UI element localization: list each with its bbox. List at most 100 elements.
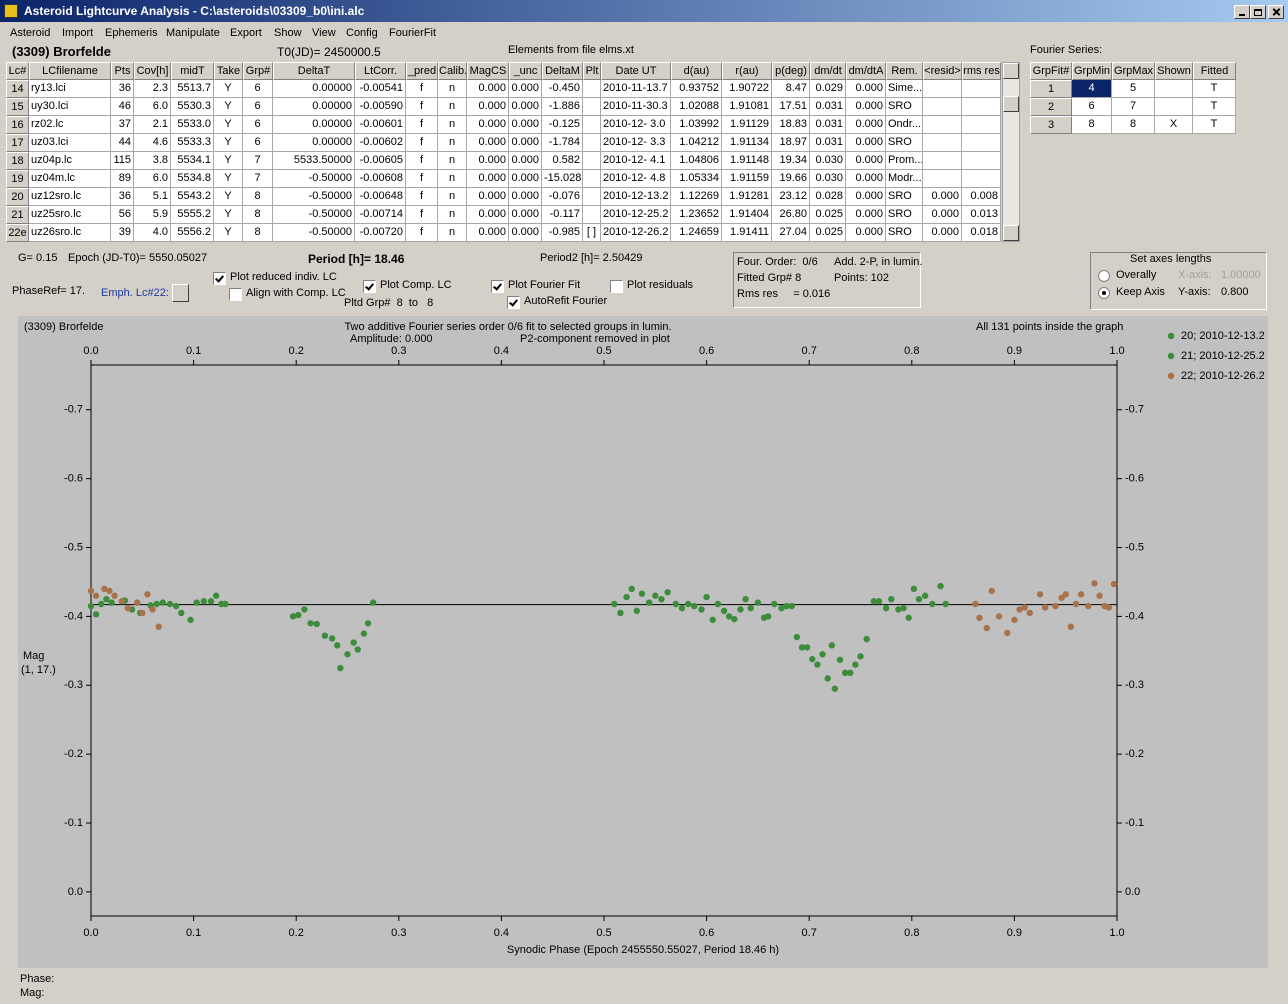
table-cell[interactable]: 2.3: [134, 80, 171, 98]
table-cell[interactable]: 0.000: [467, 152, 509, 170]
table-cell[interactable]: 0.000: [467, 134, 509, 152]
table-cell[interactable]: 4.0: [134, 224, 171, 242]
table-cell[interactable]: 0.00000: [273, 134, 355, 152]
table-cell[interactable]: 7: [243, 152, 273, 170]
table-cell[interactable]: Modr...: [886, 170, 923, 188]
checkbox-label[interactable]: Plot residuals: [627, 279, 694, 291]
column-header[interactable]: dm/dtA: [846, 62, 886, 80]
row-header[interactable]: 16: [6, 116, 29, 134]
row-header[interactable]: 21: [6, 206, 29, 224]
table-cell[interactable]: 1.91159: [722, 170, 772, 188]
lc-scrollbar[interactable]: [1002, 62, 1020, 242]
table-cell[interactable]: 1.91148: [722, 152, 772, 170]
table-cell[interactable]: X: [1155, 116, 1193, 134]
table-cell[interactable]: 56: [111, 206, 134, 224]
checkbox-label[interactable]: Plot reduced indiv. LC: [230, 271, 337, 283]
table-cell[interactable]: [923, 134, 962, 152]
table-cell[interactable]: T: [1193, 80, 1236, 98]
table-cell[interactable]: f: [406, 170, 438, 188]
table-cell[interactable]: 0.000: [923, 224, 962, 242]
table-cell[interactable]: Y: [214, 170, 243, 188]
table-cell[interactable]: 0.000: [509, 116, 542, 134]
table-cell[interactable]: 0.028: [810, 188, 846, 206]
table-cell[interactable]: 6: [1072, 98, 1112, 116]
row-header[interactable]: 17: [6, 134, 29, 152]
table-cell[interactable]: n: [438, 188, 467, 206]
table-cell[interactable]: 0.029: [810, 80, 846, 98]
table-cell[interactable]: 0.000: [509, 98, 542, 116]
table-cell[interactable]: 0.000: [467, 224, 509, 242]
table-cell[interactable]: 19.34: [772, 152, 810, 170]
table-cell[interactable]: [923, 98, 962, 116]
table-cell[interactable]: -1.784: [542, 134, 583, 152]
table-cell[interactable]: 0.000: [846, 224, 886, 242]
table-cell[interactable]: 1.91081: [722, 98, 772, 116]
table-cell[interactable]: [962, 134, 1001, 152]
table-cell[interactable]: 37: [111, 116, 134, 134]
table-cell[interactable]: uz25sro.lc: [29, 206, 111, 224]
table-cell[interactable]: 5556.2: [171, 224, 214, 242]
table-cell[interactable]: 0.000: [467, 98, 509, 116]
table-cell[interactable]: Y: [214, 206, 243, 224]
table-cell[interactable]: 3.8: [134, 152, 171, 170]
table-cell[interactable]: [923, 170, 962, 188]
menu-item[interactable]: View: [312, 27, 336, 39]
table-cell[interactable]: 0.031: [810, 134, 846, 152]
table-cell[interactable]: 2010-12-13.2: [601, 188, 671, 206]
table-cell[interactable]: 5534.8: [171, 170, 214, 188]
checkbox[interactable]: [213, 272, 226, 285]
table-cell[interactable]: 8: [1072, 116, 1112, 134]
table-cell[interactable]: 23.12: [772, 188, 810, 206]
radio[interactable]: [1098, 270, 1110, 282]
table-cell[interactable]: [583, 116, 601, 134]
table-cell[interactable]: -0.50000: [273, 206, 355, 224]
table-cell[interactable]: -0.117: [542, 206, 583, 224]
menu-item[interactable]: Ephemeris: [105, 27, 158, 39]
row-header[interactable]: 22e: [6, 224, 29, 242]
table-cell[interactable]: Y: [214, 188, 243, 206]
table-cell[interactable]: 0.000: [846, 134, 886, 152]
table-cell[interactable]: 8: [243, 188, 273, 206]
table-cell[interactable]: 0.000: [923, 206, 962, 224]
table-cell[interactable]: 0.000: [846, 98, 886, 116]
row-header[interactable]: 2: [1030, 98, 1072, 116]
table-cell[interactable]: -0.125: [542, 116, 583, 134]
table-cell[interactable]: Ondr...: [886, 116, 923, 134]
table-cell[interactable]: T: [1193, 116, 1236, 134]
table-cell[interactable]: 7: [1112, 98, 1155, 116]
table-cell[interactable]: 5543.2: [171, 188, 214, 206]
table-cell[interactable]: n: [438, 116, 467, 134]
table-cell[interactable]: 18.97: [772, 134, 810, 152]
table-cell[interactable]: -0.00541: [355, 80, 406, 98]
table-cell[interactable]: 6: [243, 134, 273, 152]
table-cell[interactable]: f: [406, 188, 438, 206]
table-cell[interactable]: 0.00000: [273, 80, 355, 98]
table-cell[interactable]: 1.91281: [722, 188, 772, 206]
column-header[interactable]: r(au): [722, 62, 772, 80]
table-cell[interactable]: [962, 80, 1001, 98]
table-cell[interactable]: -0.00601: [355, 116, 406, 134]
table-cell[interactable]: 6: [243, 98, 273, 116]
table-cell[interactable]: rz02.lc: [29, 116, 111, 134]
table-cell[interactable]: [1155, 98, 1193, 116]
table-cell[interactable]: 2010-12- 3.0: [601, 116, 671, 134]
table-cell[interactable]: uz26sro.lc: [29, 224, 111, 242]
table-cell[interactable]: 0.00000: [273, 98, 355, 116]
table-cell[interactable]: 0.013: [962, 206, 1001, 224]
table-cell[interactable]: 2010-12-25.2: [601, 206, 671, 224]
row-header[interactable]: 19: [6, 170, 29, 188]
table-cell[interactable]: 0.000: [467, 170, 509, 188]
menu-item[interactable]: Asteroid: [10, 27, 51, 39]
table-cell[interactable]: 36: [111, 80, 134, 98]
table-cell[interactable]: [923, 152, 962, 170]
table-cell[interactable]: 1.12269: [671, 188, 722, 206]
table-cell[interactable]: 26.80: [772, 206, 810, 224]
menu-item[interactable]: FourierFit: [389, 27, 437, 39]
table-cell[interactable]: Y: [214, 134, 243, 152]
table-cell[interactable]: 4.6: [134, 134, 171, 152]
table-cell[interactable]: f: [406, 152, 438, 170]
table-cell[interactable]: [583, 134, 601, 152]
table-cell[interactable]: [583, 80, 601, 98]
table-cell[interactable]: Sime...: [886, 80, 923, 98]
column-header[interactable]: dm/dt: [810, 62, 846, 80]
